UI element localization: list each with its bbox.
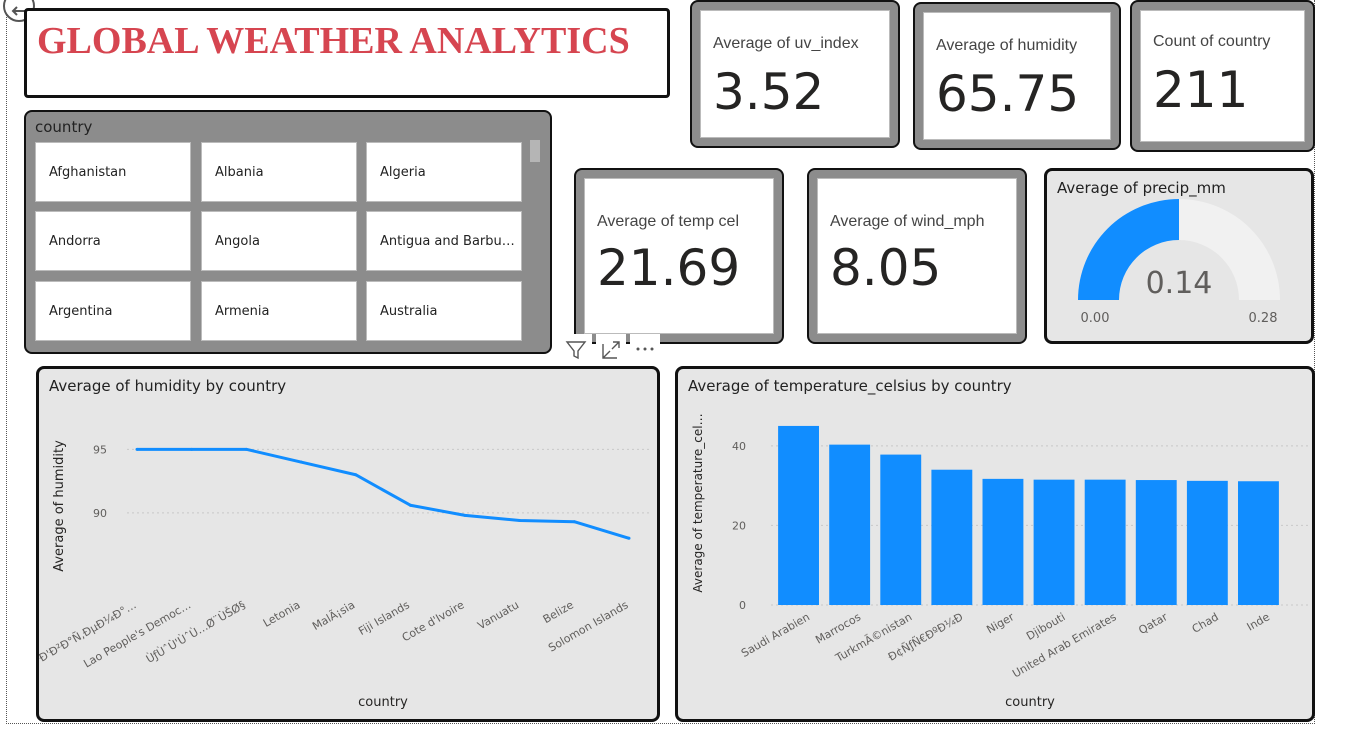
line-x-axis-label: country [358, 695, 408, 710]
gauge-svg: 0.14 0.00 0.28 [1078, 199, 1280, 326]
line-y-tick-label: 90 [93, 507, 107, 520]
temperature-bar[interactable] [1186, 480, 1228, 605]
temperature-bar-chart[interactable]: Average of temperature_celsius by countr… [675, 366, 1315, 722]
temperature-bar[interactable] [778, 425, 819, 605]
temperature-bar[interactable] [982, 478, 1024, 605]
temperature-bar[interactable] [1033, 479, 1075, 605]
slicer-item[interactable]: Antigua and Barbu… [366, 211, 522, 271]
wind-value: 8.05 [830, 239, 942, 297]
temp-value: 21.69 [597, 239, 741, 297]
uv-index-label: Average of uv_index [713, 35, 859, 52]
bar-x-tick-label: Qatar [1136, 610, 1170, 637]
line-chart-title: Average of humidity by country [49, 377, 287, 395]
bar-x-tick-label: Inde [1245, 610, 1272, 633]
country-count-label: Count of country [1153, 33, 1271, 50]
slicer-item[interactable]: Australia [366, 281, 522, 341]
slicer-scrollbar[interactable] [530, 140, 540, 162]
title-banner: GLOBAL WEATHER ANALYTICS [24, 8, 670, 98]
temperature-bar[interactable] [880, 454, 922, 605]
humidity-card[interactable]: Average of humidity 65.75 [913, 2, 1121, 150]
slicer-item[interactable]: Algeria [366, 142, 522, 202]
temperature-bar[interactable] [931, 469, 973, 605]
bar-y-tick-label: 20 [732, 519, 746, 532]
bar-x-axis-label: country [1005, 695, 1055, 710]
line-point[interactable] [627, 536, 631, 540]
more-options-icon[interactable] [630, 334, 660, 364]
slicer-item[interactable]: Argentina [35, 281, 191, 341]
gauge-max-label: 0.28 [1249, 311, 1278, 326]
humidity-line-chart[interactable]: Average of humidity by country 90 95 Ð'Ð²Ð… [36, 366, 660, 722]
bar-y-axis-label: Average of temperature_cel… [691, 413, 705, 592]
line-point[interactable] [190, 447, 194, 451]
bar-x-tick-label: Saudi Arabien [739, 610, 812, 660]
country-count-card[interactable]: Count of country 211 [1130, 0, 1315, 152]
bar-x-tick-label: Niger [984, 610, 1017, 636]
line-point[interactable] [299, 460, 303, 464]
humidity-line[interactable] [137, 447, 630, 540]
bar-chart-title: Average of temperature_celsius by countr… [688, 377, 1012, 395]
bar-x-tick-label: Djibouti [1024, 610, 1067, 643]
temp-label: Average of temp cel [597, 213, 740, 230]
line-x-tick-label: MalÃ¡sia [310, 598, 357, 633]
temp-card[interactable]: Average of temp cel 21.69 [574, 168, 784, 344]
temperature-bar[interactable] [1084, 479, 1126, 605]
line-x-tick-label: ÙƒÙˆÙ'ÙˆÙ…Ø¨ÙŠØ§ [144, 598, 248, 666]
slicer-item[interactable]: Armenia [201, 281, 357, 341]
humidity-value: 65.75 [936, 65, 1080, 123]
focus-mode-icon[interactable] [596, 334, 626, 364]
slicer-item[interactable]: Albania [201, 142, 357, 202]
uv-index-value: 3.52 [713, 63, 825, 121]
temperature-bar[interactable] [1135, 480, 1177, 605]
slicer-item[interactable]: Andorra [35, 211, 191, 271]
filter-icon[interactable] [562, 334, 592, 364]
line-y-axis-label: Average of humidity [52, 440, 67, 572]
gauge-fill [1078, 199, 1179, 300]
gauge-value: 0.14 [1146, 266, 1213, 301]
slicer-title: country [35, 118, 93, 136]
temperature-bar[interactable] [829, 444, 871, 605]
line-x-tick-label: Belize [541, 598, 576, 626]
line-point[interactable] [408, 503, 412, 507]
country-count-value: 211 [1153, 61, 1249, 119]
temperature-bar[interactable] [1238, 481, 1279, 605]
line-x-tick-label: Letonia [261, 598, 303, 630]
line-x-tick-label: Vanuatu [475, 598, 521, 632]
gauge-title: Average of precip_mm [1057, 179, 1226, 197]
line-point[interactable] [244, 447, 248, 451]
uv-index-card[interactable]: Average of uv_index 3.52 [690, 0, 900, 148]
wind-card[interactable]: Average of wind_mph 8.05 [807, 168, 1027, 344]
back-arrow-icon [11, 6, 26, 16]
line-point[interactable] [518, 518, 522, 522]
country-slicer[interactable]: country Afghanistan Albania Algeria Ando… [24, 110, 552, 354]
bar-y-tick-label: 0 [739, 599, 746, 612]
wind-label: Average of wind_mph [830, 213, 985, 230]
line-point[interactable] [463, 513, 467, 517]
line-point[interactable] [135, 447, 139, 451]
humidity-label: Average of humidity [936, 37, 1078, 54]
slicer-item[interactable]: Angola [201, 211, 357, 271]
gauge-min-label: 0.00 [1081, 311, 1110, 326]
bar-y-tick-label: 40 [732, 440, 746, 453]
line-x-tick-label: Cote d'Ivoire [400, 598, 467, 644]
line-point[interactable] [572, 520, 576, 524]
precip-gauge[interactable]: Average of precip_mm 0.14 0.00 0.28 [1044, 168, 1314, 344]
visual-header [562, 334, 660, 364]
slicer-item[interactable]: Afghanistan [35, 142, 191, 202]
line-y-tick-label: 95 [93, 443, 107, 456]
line-point[interactable] [354, 473, 358, 477]
report-title: GLOBAL WEATHER ANALYTICS [37, 20, 630, 62]
bar-x-tick-label: Chad [1190, 610, 1221, 635]
